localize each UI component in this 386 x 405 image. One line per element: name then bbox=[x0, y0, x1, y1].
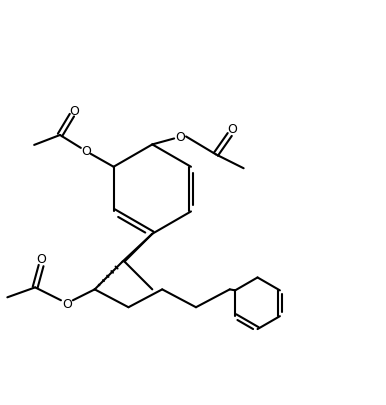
Text: O: O bbox=[175, 131, 185, 144]
Text: O: O bbox=[69, 104, 79, 117]
Text: O: O bbox=[36, 252, 46, 265]
Text: O: O bbox=[227, 123, 237, 136]
Text: O: O bbox=[62, 297, 72, 310]
Text: O: O bbox=[81, 145, 91, 158]
